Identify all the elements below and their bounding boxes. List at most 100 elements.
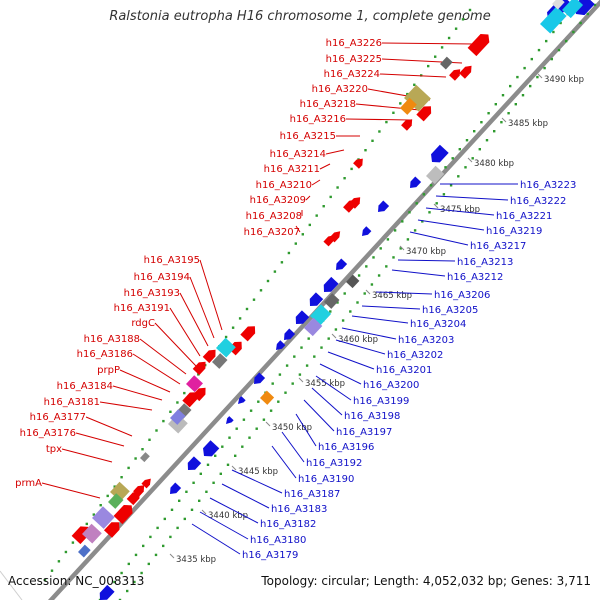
gene-feature-block — [82, 523, 102, 544]
outer-forward-dot — [71, 541, 75, 544]
inner-forward-dot — [300, 346, 303, 349]
reverse-gene-arrow-shape — [431, 144, 449, 163]
outer-forward-dot — [301, 233, 304, 236]
forward-gene-arrow-shape — [71, 526, 90, 545]
forward-gene-arrow — [71, 526, 90, 545]
forward-gene-arrow-shape — [202, 349, 216, 364]
forward-gene-leader — [379, 73, 447, 78]
reverse-gene-arrow-shape — [336, 258, 348, 270]
outer-forward-dot — [440, 46, 444, 49]
forward-gene-leader — [305, 195, 311, 201]
outer-forward-dot — [468, 8, 472, 12]
outer-forward-dot — [183, 391, 186, 395]
gene-feature-block — [400, 97, 417, 115]
forward-gene-arrow-shape — [353, 158, 363, 169]
outer-forward-dot — [336, 186, 339, 189]
reverse-gene-label: h16_A3187 — [284, 489, 340, 500]
forward-gene-arrow — [202, 349, 216, 364]
outer-forward-dot — [50, 569, 54, 572]
forward-gene-arrow — [141, 478, 151, 489]
forward-gene-label: h16_A3210 — [256, 180, 312, 191]
outer-forward-dot — [447, 36, 451, 40]
inner-reverse-dot — [212, 481, 215, 484]
outer-forward-dot — [231, 326, 235, 329]
inner-forward-dot — [393, 229, 397, 232]
scale-tick-label: 3435 kbp — [176, 555, 216, 565]
reverse-gene-arrow-shape — [323, 276, 339, 292]
reverse-gene-leader — [319, 363, 362, 385]
forward-gene-leader — [75, 432, 125, 447]
gene-feature-block-shape — [304, 317, 323, 337]
inner-reverse-dot — [334, 328, 338, 331]
gene-feature-block — [346, 274, 360, 289]
inner-forward-dot — [473, 130, 476, 133]
outer-forward-dot — [85, 522, 88, 526]
forward-gene-label: h16_A3224 — [324, 69, 380, 80]
reverse-gene-leader — [335, 339, 386, 355]
forward-gene-leader — [199, 259, 223, 331]
inner-reverse-dot — [262, 418, 266, 421]
reverse-gene-arrow-shape — [309, 292, 324, 306]
forward-gene-label: h16_A3186 — [77, 349, 133, 360]
reverse-gene-arrow — [431, 144, 449, 163]
inner-reverse-dot — [198, 499, 201, 502]
reverse-gene-label: h16_A3201 — [376, 365, 432, 376]
inner-forward-dot — [401, 220, 404, 223]
inner-reverse-dot — [154, 553, 158, 557]
forward-gene-arrow-shape — [103, 522, 120, 538]
outer-forward-dot — [162, 419, 165, 423]
inner-forward-dot — [134, 553, 138, 557]
outer-forward-dot — [266, 279, 270, 283]
inner-forward-dot — [278, 373, 282, 376]
map-title: Ralstonia eutropha H16 chromosome 1, com… — [109, 9, 491, 24]
inner-reverse-dot — [421, 220, 424, 223]
reverse-gene-arrow-shape — [238, 396, 246, 404]
reverse-gene-leader — [221, 483, 270, 509]
inner-reverse-dot — [500, 121, 503, 124]
reverse-gene-label: h16_A3219 — [486, 226, 542, 237]
outer-forward-dot — [364, 149, 367, 152]
reverse-gene-arrow-shape — [362, 226, 372, 236]
inner-reverse-dot — [385, 265, 388, 268]
forward-gene-arrow-shape — [449, 69, 461, 81]
inner-reverse-dot — [356, 301, 359, 304]
inner-forward-dot — [120, 571, 123, 575]
inner-reverse-dot — [464, 166, 467, 169]
forward-gene-label: h16_A3188 — [84, 334, 140, 345]
reverse-gene-label: h16_A3222 — [510, 196, 566, 207]
inner-reverse-dot — [313, 355, 316, 358]
reverse-gene-leader — [435, 195, 509, 201]
forward-gene-label: h16_A3214 — [270, 149, 326, 160]
forward-gene-leader — [139, 338, 187, 375]
forward-gene-leader — [325, 149, 345, 155]
inner-reverse-dot — [550, 57, 553, 61]
reverse-gene-leader — [295, 413, 317, 447]
forward-gene-label: h16_A3209 — [250, 195, 306, 206]
reverse-gene-label: h16_A3179 — [242, 550, 298, 561]
gene-feature-block — [304, 317, 323, 337]
gene-feature-block-shape — [78, 544, 91, 558]
inner-forward-dot — [329, 310, 332, 313]
inner-forward-dot — [235, 427, 238, 430]
forward-gene-arrow — [449, 69, 461, 81]
reverse-gene-leader — [351, 315, 409, 324]
inner-forward-dot — [372, 256, 375, 259]
scale-tick — [537, 73, 543, 79]
forward-gene-label: h16_A3220 — [312, 84, 368, 95]
inner-forward-dot — [494, 103, 497, 106]
reverse-gene-leader — [209, 497, 259, 524]
gene-feature-block-shape — [82, 523, 102, 544]
inner-forward-dot — [487, 112, 490, 115]
reverse-gene-leader — [375, 291, 433, 295]
reverse-gene-arrow — [226, 416, 234, 424]
reverse-gene-leader — [417, 219, 485, 231]
inner-forward-dot — [192, 481, 195, 484]
outer-forward-dot — [245, 307, 249, 311]
inner-forward-dot — [545, 39, 548, 43]
forward-gene-leader — [132, 353, 181, 385]
forward-gene-leader — [119, 369, 171, 393]
reverse-gene-label: h16_A3200 — [363, 380, 419, 391]
inner-forward-dot — [429, 184, 433, 187]
inner-reverse-dot — [493, 130, 496, 133]
inner-reverse-dot — [521, 94, 525, 97]
